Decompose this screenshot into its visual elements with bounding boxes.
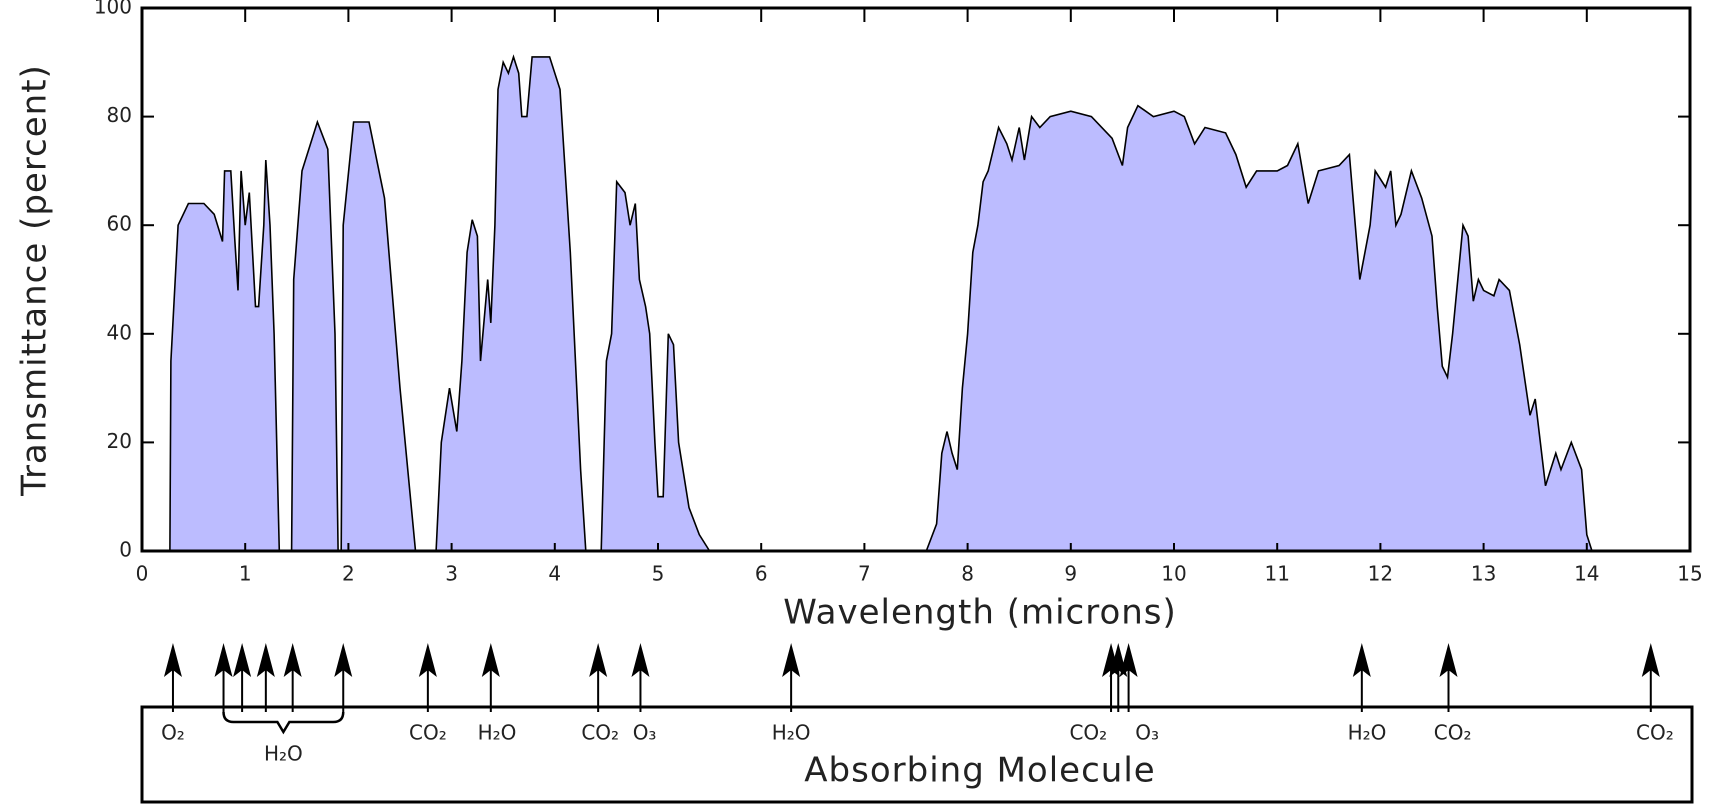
- absorber-arrow-head: [1119, 643, 1138, 677]
- x-tick-label: 10: [1161, 562, 1186, 586]
- x-tick-label: 0: [136, 562, 149, 586]
- absorber-arrow-head: [1641, 643, 1660, 677]
- absorber-label: CO₂: [1434, 721, 1472, 745]
- x-tick-label: 9: [1064, 562, 1077, 586]
- absorber-label: H₂O: [478, 721, 517, 745]
- y-tick-label: 0: [119, 538, 132, 562]
- area-line: [169, 54, 1593, 552]
- absorber-label: CO₂: [409, 721, 447, 745]
- absorber-arrow-head: [256, 643, 275, 677]
- x-tick-label: 11: [1264, 562, 1289, 586]
- x-tick-label: 1: [239, 562, 252, 586]
- x-tick-label: 12: [1368, 562, 1393, 586]
- absorber-label: CO₂: [581, 721, 619, 745]
- absorber-arrow-head: [233, 643, 252, 677]
- x-tick-label: 5: [652, 562, 665, 586]
- absorber-label: CO₂: [1636, 721, 1674, 745]
- bracket: [222, 711, 345, 735]
- y-tick-label: 20: [107, 429, 132, 453]
- absorber-arrow-head: [283, 643, 302, 677]
- absorber-label: H₂O: [1348, 721, 1387, 745]
- absorber-arrow-head: [214, 643, 233, 677]
- absorber-label: O₃: [633, 721, 657, 745]
- x-tick-label: 4: [548, 562, 561, 586]
- x-tick-label: 8: [961, 562, 974, 586]
- absorber-arrow-head: [631, 643, 650, 677]
- y-tick-label: 80: [107, 103, 132, 127]
- x-tick-label: 14: [1574, 562, 1599, 586]
- absorber-arrow-head: [782, 643, 801, 677]
- x-tick-label: 7: [858, 562, 871, 586]
- absorber-arrow-head: [334, 643, 353, 677]
- x-tick-label: 15: [1677, 562, 1702, 586]
- absorber-arrow-head: [481, 643, 500, 677]
- absorber-box: [140, 705, 1694, 804]
- x-tick-label: 6: [755, 562, 768, 586]
- absorber-title: Absorbing Molecule: [804, 751, 1155, 791]
- y-tick-label: 60: [107, 212, 132, 236]
- y-tick-label: 100: [94, 0, 132, 19]
- plot-frame: [140, 6, 1692, 553]
- y-axis-title: Transmittance (percent): [15, 64, 55, 497]
- x-tick-label: 2: [342, 562, 355, 586]
- absorber-arrow-head: [589, 643, 608, 677]
- y-tick-label: 40: [107, 320, 132, 344]
- absorber-label: H₂O: [772, 721, 811, 745]
- absorber-arrow-head: [418, 643, 437, 677]
- absorber-label: O₂: [161, 721, 185, 745]
- absorber-arrow-head: [1439, 643, 1458, 677]
- x-tick-label: 13: [1471, 562, 1496, 586]
- x-tick-label: 3: [445, 562, 458, 586]
- absorber-label: CO₂: [1069, 721, 1107, 745]
- absorber-label: O₃: [1135, 721, 1159, 745]
- absorber-arrow-head: [163, 643, 182, 677]
- x-axis-title: Wavelength (microns): [783, 593, 1177, 633]
- absorber-arrow-head: [1352, 643, 1371, 677]
- bracket-label: H₂O: [264, 742, 303, 766]
- area-fill: [169, 56, 1592, 552]
